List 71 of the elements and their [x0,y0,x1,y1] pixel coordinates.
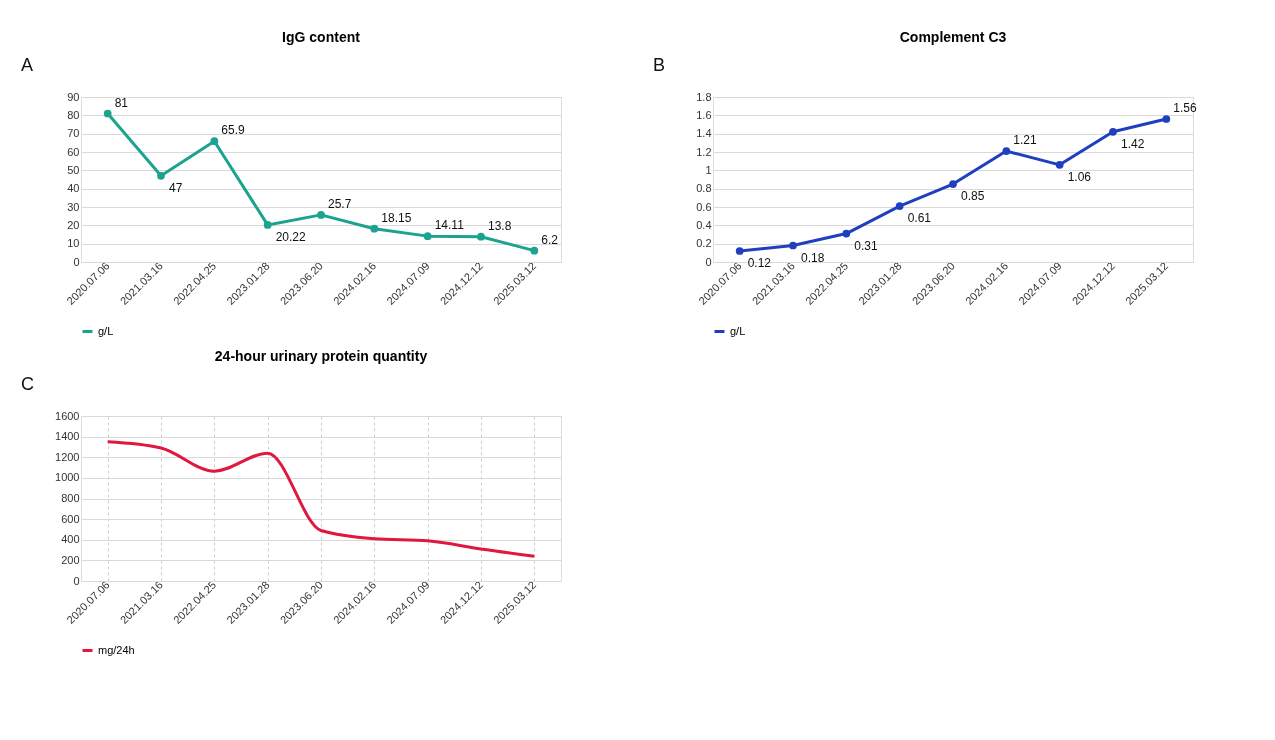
point [949,180,957,188]
legend-label: mg/24h [98,643,135,656]
text: B [653,55,666,75]
point [530,246,539,255]
text: A [21,55,34,75]
point [895,202,904,210]
data-label: 0.18 [801,250,825,265]
y-tick-label: 800 [61,492,80,504]
point [842,229,851,238]
point [789,241,797,250]
data-label: 0.61 [907,211,932,226]
data-label: 6.2 [541,232,559,247]
legend-label: g/L [98,324,114,337]
data-label: 0.31 [854,238,879,253]
line-series [106,440,536,558]
point [263,221,272,229]
y-tick-label: 80 [67,108,80,121]
y-tick-label: 1400 [55,430,80,443]
y-tick-label: 200 [61,553,80,566]
y-tick-label: 10 [67,237,80,250]
y-tick-label: 1000 [55,471,80,484]
data-label: 65.9 [221,123,246,138]
data-label: 13.8 [488,218,512,233]
y-tick-label: 1.8 [696,90,712,103]
legend-label: g/L [730,324,746,337]
y-tick-label: 1 [705,163,712,176]
y-tick-label: 60 [67,145,80,158]
y-tick-label: 400 [61,533,80,546]
data-label: 1.42 [1121,136,1145,151]
y-tick-label: 1.4 [696,127,712,140]
data-label: 25.7 [328,196,352,211]
y-tick-label: 40 [67,182,80,195]
point [370,224,379,233]
y-tick-label: 1.2 [696,145,712,158]
y-tick-label: 30 [67,200,80,213]
point [210,137,219,146]
text: C [21,374,34,394]
data-label: 81 [114,95,129,110]
chart-title: 24-hour urinary protein quantity [214,348,428,364]
point [1002,147,1011,155]
y-tick-label: 1600 [55,409,80,422]
data-label: 47 [169,180,183,195]
y-tick-label: 70 [67,127,80,140]
point [157,171,165,180]
y-tick-label: 0.4 [696,218,712,231]
y-tick-label: 600 [61,512,80,525]
data-label: 18.15 [381,210,412,225]
point [317,211,325,219]
point [477,232,485,241]
y-tick-label: 1200 [55,450,80,463]
y-tick-label: 0.2 [696,237,712,250]
data-label: 0.85 [961,189,985,204]
y-tick-label: 20 [67,218,80,231]
y-tick-label: 90 [67,90,80,103]
point [735,247,744,255]
data-label: 1.06 [1067,169,1092,184]
point [1162,115,1171,123]
y-tick-label: 1.6 [696,108,712,121]
y-tick-label: 50 [67,163,80,176]
point [423,232,432,240]
y-tick-label: 0.6 [696,200,712,213]
data-label: 20.22 [275,229,307,244]
y-tick-label: 0.8 [696,182,712,195]
chart-title: Complement C3 [899,29,1007,45]
data-label: 1.21 [1013,133,1038,148]
point [1055,160,1064,169]
point [103,109,112,118]
point [1109,127,1117,136]
data-label: 1.56 [1173,101,1198,115]
chart-title: IgG content [282,29,361,45]
data-label: 14.11 [434,218,465,233]
